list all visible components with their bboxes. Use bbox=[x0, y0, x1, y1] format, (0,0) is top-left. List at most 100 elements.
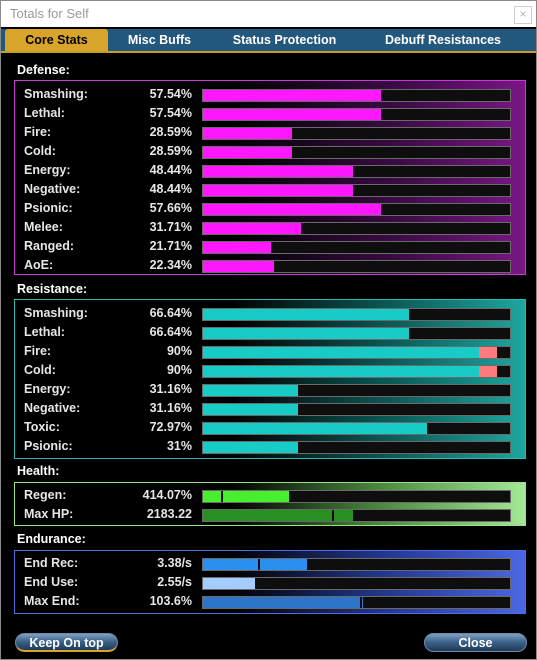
resistance-row-fire: Fire: 90% bbox=[15, 342, 525, 361]
window-title: Totals for Self bbox=[10, 6, 89, 21]
endurance-row-end-use: End Use: 2.55/s bbox=[15, 573, 525, 592]
defense-bar-fill bbox=[203, 223, 301, 234]
resistance-row-cold: Cold: 90% bbox=[15, 361, 525, 380]
defense-label: Psionic: bbox=[24, 201, 73, 215]
defense-label: AoE: bbox=[24, 258, 54, 272]
resistance-bar-fill bbox=[203, 328, 409, 339]
defense-row-melee: Melee: 31.71% bbox=[15, 218, 525, 237]
resistance-value: 31.16% bbox=[149, 382, 192, 396]
endurance-label: End Use: bbox=[24, 575, 79, 589]
resistance-label: Fire: bbox=[24, 344, 52, 358]
defense-row-ranged: Ranged: 21.71% bbox=[15, 237, 525, 256]
resistance-label: Smashing: bbox=[24, 306, 88, 320]
defense-bar bbox=[202, 184, 511, 197]
endurance-bar bbox=[202, 577, 511, 590]
resistance-label: Psionic: bbox=[24, 439, 73, 453]
close-icon[interactable]: × bbox=[514, 6, 532, 24]
resistance-bar-fill bbox=[203, 385, 298, 396]
defense-label: Smashing: bbox=[24, 87, 88, 101]
resistance-bar-fill bbox=[203, 404, 298, 415]
endurance-row-end-rec: End Rec: 3.38/s bbox=[15, 554, 525, 573]
resistance-row-smashing: Smashing: 66.64% bbox=[15, 304, 525, 323]
resistance-bar-fill bbox=[203, 423, 427, 434]
defense-bar bbox=[202, 165, 511, 178]
endurance-bar-fill bbox=[203, 559, 307, 570]
close-button[interactable]: Close bbox=[424, 633, 527, 652]
endurance-value: 3.38/s bbox=[157, 556, 192, 570]
tab-bar: Core Stats Misc Buffs Status Protection … bbox=[1, 29, 536, 53]
defense-label: Negative: bbox=[24, 182, 81, 196]
endurance-panel: End Rec: 3.38/s End Use: 2.55/s Max End: 103.… bbox=[14, 550, 526, 614]
keep-on-top-button[interactable]: Keep On top bbox=[15, 633, 118, 652]
tab-core-stats[interactable]: Core Stats bbox=[5, 29, 108, 51]
defense-value: 28.59% bbox=[149, 125, 192, 139]
tab-misc-buffs[interactable]: Misc Buffs bbox=[127, 33, 192, 47]
defense-value: 28.59% bbox=[149, 144, 192, 158]
defense-row-psionic: Psionic: 57.66% bbox=[15, 199, 525, 218]
endurance-bar-fill bbox=[203, 597, 363, 608]
cap-marker bbox=[479, 347, 497, 358]
resistance-value: 31% bbox=[166, 439, 192, 453]
defense-value: 22.34% bbox=[149, 258, 192, 272]
endurance-label: Max End: bbox=[24, 594, 80, 608]
defense-bar bbox=[202, 89, 511, 102]
defense-bar bbox=[202, 127, 511, 140]
resistance-value: 90% bbox=[166, 344, 192, 358]
defense-label: Fire: bbox=[24, 125, 52, 139]
resistance-bar-fill bbox=[203, 347, 479, 358]
health-bar bbox=[202, 509, 511, 522]
cap-marker bbox=[479, 366, 497, 377]
defense-label: Ranged: bbox=[24, 239, 74, 253]
defense-value: 31.71% bbox=[149, 220, 192, 234]
resistance-value: 72.97% bbox=[149, 420, 192, 434]
resistance-bar-fill bbox=[203, 442, 298, 453]
defense-row-aoe: AoE: 22.34% bbox=[15, 256, 525, 275]
health-bar-fill bbox=[203, 510, 353, 521]
defense-bar-fill bbox=[203, 204, 381, 215]
defense-bar bbox=[202, 241, 511, 254]
defense-bar-fill bbox=[203, 185, 353, 196]
resistance-bar bbox=[202, 384, 511, 397]
tab-debuff-resistances[interactable]: Debuff Resistances bbox=[384, 33, 501, 47]
resistance-heading: Resistance: bbox=[17, 282, 88, 296]
health-panel: Regen: 414.07% Max HP: 2183.22 bbox=[14, 482, 526, 526]
tab-status-protection[interactable]: Status Protection bbox=[232, 33, 337, 47]
bar-marker bbox=[332, 510, 334, 521]
health-bar-fill bbox=[203, 491, 289, 502]
defense-heading: Defense: bbox=[17, 63, 70, 77]
health-label: Max HP: bbox=[24, 507, 74, 521]
resistance-label: Toxic: bbox=[24, 420, 60, 434]
defense-value: 48.44% bbox=[149, 163, 192, 177]
defense-value: 21.71% bbox=[149, 239, 192, 253]
endurance-bar bbox=[202, 558, 511, 571]
defense-row-lethal: Lethal: 57.54% bbox=[15, 104, 525, 123]
defense-value: 57.54% bbox=[149, 87, 192, 101]
endurance-value: 2.55/s bbox=[157, 575, 192, 589]
defense-bar bbox=[202, 108, 511, 121]
defense-panel: Smashing: 57.54% Lethal: 57.54% Fire: 28.59% C… bbox=[14, 80, 526, 275]
resistance-value: 31.16% bbox=[149, 401, 192, 415]
defense-bar bbox=[202, 203, 511, 216]
defense-bar-fill bbox=[203, 109, 381, 120]
health-label: Regen: bbox=[24, 488, 67, 502]
resistance-bar bbox=[202, 308, 511, 321]
bar-marker bbox=[258, 559, 260, 570]
resistance-row-energy: Energy: 31.16% bbox=[15, 380, 525, 399]
defense-bar bbox=[202, 146, 511, 159]
endurance-label: End Rec: bbox=[24, 556, 79, 570]
resistance-bar bbox=[202, 441, 511, 454]
defense-label: Energy: bbox=[24, 163, 71, 177]
defense-value: 57.66% bbox=[149, 201, 192, 215]
resistance-label: Cold: bbox=[24, 363, 56, 377]
defense-bar-fill bbox=[203, 147, 292, 158]
resistance-row-lethal: Lethal: 66.64% bbox=[15, 323, 525, 342]
defense-row-energy: Energy: 48.44% bbox=[15, 161, 525, 180]
resistance-bar bbox=[202, 365, 511, 378]
health-heading: Health: bbox=[17, 464, 60, 478]
title-bar: Totals for Self × bbox=[1, 1, 536, 27]
defense-row-fire: Fire: 28.59% bbox=[15, 123, 525, 142]
resistance-row-toxic: Toxic: 72.97% bbox=[15, 418, 525, 437]
defense-bar-fill bbox=[203, 166, 353, 177]
endurance-bar-fill bbox=[203, 578, 255, 589]
